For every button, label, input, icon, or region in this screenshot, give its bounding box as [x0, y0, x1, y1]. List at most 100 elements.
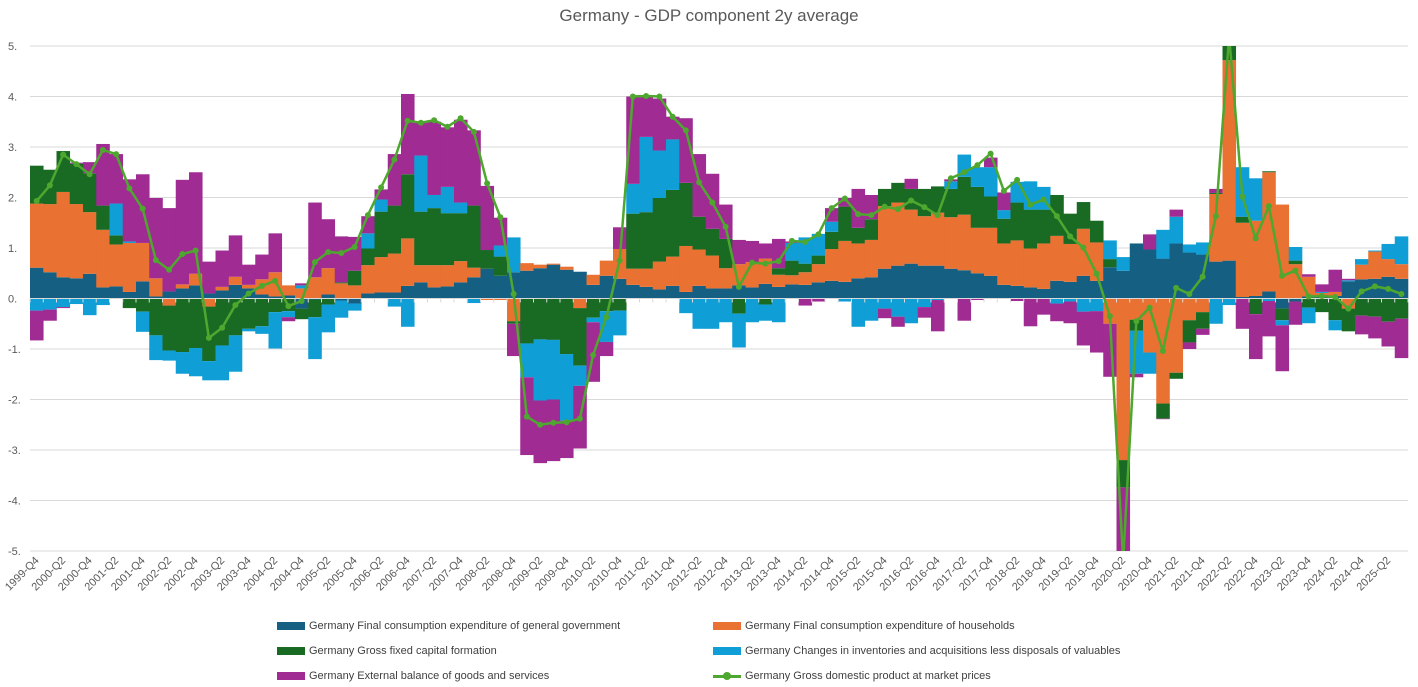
bar-segment	[454, 213, 468, 262]
bar-segment	[798, 272, 813, 285]
bar-segment	[202, 361, 216, 381]
y-tick-label: 4.	[8, 92, 17, 104]
bar-segment	[586, 298, 601, 318]
legend-swatch	[277, 622, 305, 630]
bar-segment	[401, 93, 415, 175]
bar-segment	[904, 298, 919, 324]
gdp-point	[762, 260, 769, 267]
gdp-point	[1106, 313, 1113, 320]
gdp-point	[616, 257, 623, 264]
bar-segment	[387, 292, 402, 299]
bar-segment	[891, 265, 905, 299]
y-tick-label: -4.	[8, 496, 21, 508]
gdp-point	[908, 197, 915, 204]
bar-segment	[202, 298, 216, 307]
bar-segment	[904, 263, 919, 299]
gdp-point	[629, 93, 636, 100]
bar-segment	[149, 335, 163, 361]
x-axis-labels: 1999-Q42000-Q22000-Q42001-Q22001-Q42002-…	[3, 555, 1393, 594]
bar-segment	[175, 284, 190, 289]
gdp-point	[709, 199, 716, 206]
bar-segment	[321, 298, 336, 305]
bar-segment	[732, 285, 746, 299]
gdp-point	[868, 212, 875, 219]
bar-segment	[189, 285, 203, 299]
bar-segment	[626, 183, 640, 214]
legend-swatch	[277, 672, 305, 680]
bar-segment	[811, 233, 826, 256]
bar-segment	[454, 119, 468, 203]
bar-segment	[586, 284, 601, 299]
bar-segment	[520, 270, 534, 299]
bar-segment	[652, 150, 667, 199]
bar-segment	[281, 285, 296, 296]
bar-segment	[1076, 311, 1091, 346]
gdp-point	[775, 258, 782, 265]
bar-segment	[1182, 244, 1197, 253]
bar-segment	[533, 400, 548, 464]
bar-segment	[679, 182, 693, 246]
bar-segment	[1182, 320, 1197, 343]
legend-label: Germany Changes in inventories and acqui…	[745, 645, 1121, 657]
gdp-point	[1239, 193, 1246, 200]
bar-segment	[1394, 264, 1409, 279]
bar-segment	[1235, 296, 1250, 299]
bar-segment	[308, 317, 322, 360]
bar-segment	[838, 281, 852, 299]
bar-segment	[83, 173, 97, 213]
bar-segment	[1023, 209, 1038, 249]
gdp-point	[550, 419, 557, 426]
bar-segment	[1050, 235, 1064, 281]
bar-segment	[785, 275, 799, 285]
gdp-point	[788, 237, 795, 244]
bar-segment	[772, 268, 786, 275]
bar-segment	[96, 287, 110, 299]
bar-segment	[917, 216, 932, 266]
bar-segment	[1143, 249, 1157, 299]
bar-segment	[228, 298, 243, 336]
bar-segment	[189, 273, 203, 286]
gdp-point	[656, 93, 663, 100]
bar-segment	[1341, 280, 1356, 282]
gdp-point	[1252, 235, 1259, 242]
bar-segment	[705, 298, 720, 329]
bar-segment	[732, 298, 746, 314]
bar-segment	[215, 250, 230, 287]
bar-segment	[666, 285, 680, 299]
bar-segment	[1063, 243, 1078, 282]
bar-segment	[175, 298, 190, 353]
bar-segment	[639, 286, 654, 299]
bar-segment	[1010, 285, 1025, 299]
bar-segment	[1249, 298, 1263, 315]
bar-segment	[480, 298, 495, 301]
gdp-point	[669, 113, 676, 120]
gdp-point	[987, 150, 994, 157]
bar-segment	[546, 298, 561, 340]
bar-segment	[626, 268, 640, 285]
bar-segment	[255, 254, 269, 280]
bar-segment	[546, 339, 561, 400]
gdp-point	[1080, 244, 1087, 251]
bar-segment	[917, 188, 932, 217]
bar-segment	[533, 268, 548, 299]
bar-segment	[984, 275, 998, 299]
bar-segment	[1394, 318, 1409, 359]
gdp-point	[298, 298, 305, 305]
bar-segment	[467, 205, 481, 268]
bar-segment	[414, 282, 428, 299]
gdp-point	[523, 413, 530, 420]
bar-segment	[970, 186, 985, 228]
bar-segment	[785, 260, 799, 276]
bar-segment	[798, 284, 813, 299]
bar-segment	[1129, 298, 1144, 320]
bar-segment	[361, 293, 375, 299]
bar-segment	[242, 328, 256, 332]
bar-segment	[745, 298, 760, 323]
legend-label: Germany External balance of goods and se…	[309, 670, 550, 682]
bar-segment	[1103, 259, 1117, 268]
bar-segment	[599, 275, 614, 299]
bar-segment	[109, 203, 124, 236]
bar-segment	[30, 310, 44, 341]
bar-segment	[1355, 315, 1369, 335]
bar-segment	[1275, 325, 1290, 372]
